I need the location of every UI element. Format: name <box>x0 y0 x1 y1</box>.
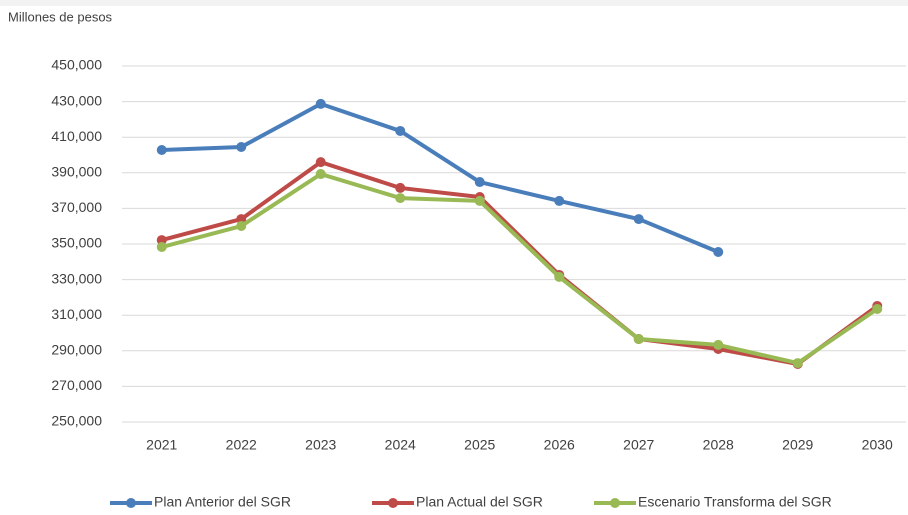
x-tick-label: 2027 <box>623 437 654 453</box>
series-marker <box>713 247 724 258</box>
series-marker <box>633 214 644 225</box>
legend-label: Plan Anterior del SGR <box>154 494 291 510</box>
series-marker <box>156 145 167 156</box>
series-marker <box>554 195 565 206</box>
x-tick-label: 2029 <box>782 437 813 453</box>
legend-label: Plan Actual del SGR <box>416 494 543 510</box>
series-marker <box>156 242 167 253</box>
top-strip <box>0 0 908 6</box>
series-marker <box>792 358 803 369</box>
y-tick-label: 350,000 <box>51 235 102 251</box>
x-tick-label: 2023 <box>305 437 336 453</box>
legend-marker <box>126 498 136 508</box>
x-tick-label: 2030 <box>862 437 893 453</box>
y-tick-label: 310,000 <box>51 306 102 322</box>
series-marker <box>713 339 724 350</box>
legend-marker <box>388 498 398 508</box>
series-line <box>161 172 879 366</box>
series-marker <box>315 157 326 168</box>
y-tick-label: 410,000 <box>51 128 102 144</box>
series-marker <box>395 125 406 136</box>
series-line <box>161 101 720 254</box>
series-line <box>161 160 879 366</box>
y-tick-label: 290,000 <box>51 342 102 358</box>
series-marker <box>156 235 167 246</box>
y-axis-label: Millones de pesos <box>8 9 113 24</box>
x-tick-label: 2028 <box>703 437 734 453</box>
y-tick-label: 330,000 <box>51 270 102 286</box>
series-marker <box>872 303 883 314</box>
series-marker <box>474 177 485 188</box>
series-marker <box>315 169 326 180</box>
series-marker <box>474 195 485 206</box>
series-marker <box>395 182 406 193</box>
y-tick-label: 390,000 <box>51 164 102 180</box>
x-tick-label: 2021 <box>146 437 177 453</box>
series-marker <box>236 141 247 152</box>
series-marker <box>554 271 565 282</box>
x-tick-label: 2022 <box>226 437 257 453</box>
y-tick-label: 430,000 <box>51 92 102 108</box>
x-tick-label: 2025 <box>464 437 495 453</box>
series-marker <box>236 221 247 232</box>
x-tick-label: 2024 <box>385 437 416 453</box>
legend-label: Escenario Transforma del SGR <box>638 494 832 510</box>
y-tick-label: 370,000 <box>51 199 102 215</box>
y-tick-label: 450,000 <box>51 57 102 73</box>
legend-marker <box>610 498 620 508</box>
series-marker <box>236 214 247 225</box>
series-marker <box>395 193 406 204</box>
x-tick-label: 2026 <box>544 437 575 453</box>
series-marker <box>315 98 326 109</box>
series-marker <box>633 334 644 345</box>
y-tick-label: 270,000 <box>51 377 102 393</box>
y-tick-label: 250,000 <box>51 413 102 429</box>
